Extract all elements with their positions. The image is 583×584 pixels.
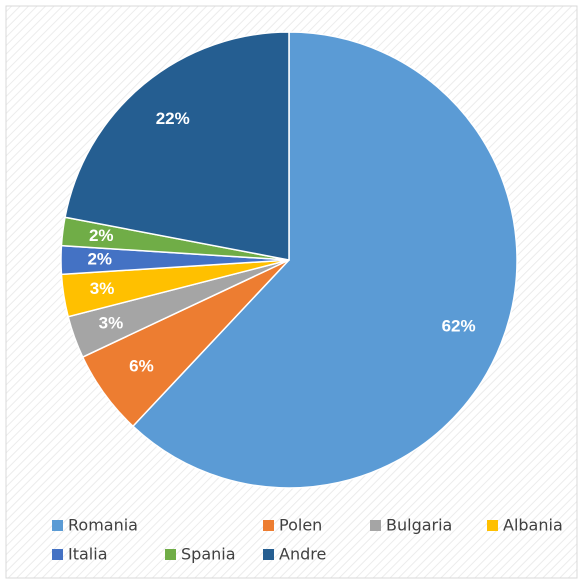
data-label: 62% bbox=[442, 317, 476, 336]
legend-swatch bbox=[487, 520, 498, 531]
legend-swatch bbox=[165, 549, 176, 560]
legend: Romania Polen Bulgaria Albania Italia Spania A… bbox=[52, 516, 563, 564]
data-label: 22% bbox=[156, 109, 190, 128]
legend-swatch bbox=[370, 520, 381, 531]
pie-slice bbox=[64, 31, 290, 261]
legend-label: Spania bbox=[181, 545, 236, 564]
legend-swatch bbox=[263, 549, 274, 560]
data-label: 3% bbox=[99, 314, 124, 333]
legend-swatch bbox=[52, 520, 63, 531]
legend-label: Albania bbox=[503, 516, 563, 535]
pie-slice bbox=[131, 31, 518, 489]
data-label: 2% bbox=[87, 249, 112, 268]
legend-label: Andre bbox=[279, 545, 326, 564]
pie: 62% 6% 3% 3% 2% 2% 22% bbox=[60, 31, 518, 489]
legend-label: Romania bbox=[68, 516, 138, 535]
legend-label: Polen bbox=[279, 516, 322, 535]
data-label: 3% bbox=[90, 279, 115, 298]
data-label: 6% bbox=[129, 357, 154, 376]
legend-label: Italia bbox=[68, 545, 108, 564]
legend-label: Bulgaria bbox=[386, 516, 452, 535]
data-label: 2% bbox=[89, 226, 114, 245]
legend-swatch bbox=[52, 549, 63, 560]
legend-swatch bbox=[263, 520, 274, 531]
